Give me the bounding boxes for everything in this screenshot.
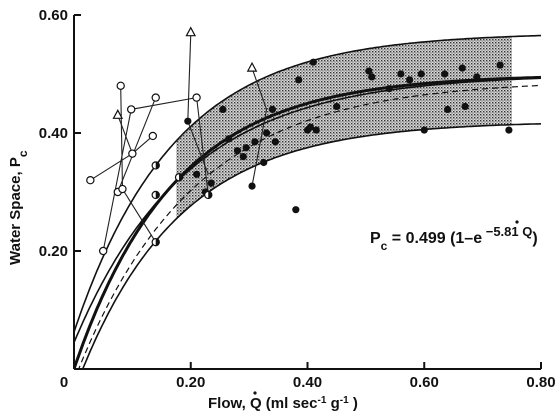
data-point-filled: [251, 138, 259, 146]
data-point-half-filled: [204, 190, 213, 200]
connecting-line: [117, 97, 157, 193]
data-point-filled: [192, 170, 201, 178]
shaded-confidence-band: [176, 36, 512, 219]
data-point-filled: [295, 76, 303, 84]
data-point-open: [127, 105, 136, 114]
x-tick-label: 0.40: [293, 374, 322, 391]
data-point-open: [118, 184, 127, 194]
x-axis-variable-dot: [253, 391, 257, 395]
data-point-filled: [461, 102, 469, 111]
x-axis-label: Flow, Q (ml sec-1 g-1 ): [208, 395, 358, 413]
fitted-curve-main: [74, 75, 541, 369]
data-point-filled: [312, 126, 320, 134]
y-tick-label: 0.60: [39, 7, 68, 24]
data-point-filled: [233, 147, 242, 155]
data-point-filled: [417, 70, 425, 78]
data-point-filled: [444, 105, 452, 113]
y-tick-label: 0.40: [39, 125, 68, 142]
data-point-filled: [365, 67, 373, 75]
data-point-open: [116, 81, 125, 91]
data-point-filled: [333, 102, 341, 111]
data-point-filled: [406, 76, 414, 84]
ticks: 0 0.20 0.40 0.60 0.80 0.20 0.40 0.60: [39, 7, 555, 391]
connecting-line: [117, 115, 133, 154]
data-point-filled: [184, 117, 192, 125]
data-point-filled: [473, 73, 481, 81]
data-point-filled: [385, 85, 393, 93]
stippled-band-area: [176, 36, 512, 219]
data-point-open: [98, 246, 108, 256]
data-point-filled: [306, 123, 315, 131]
x-tick-label: 0.60: [410, 374, 439, 391]
x-tick-label: 0.20: [176, 374, 205, 391]
data-point-filled: [441, 70, 449, 78]
data-point-open: [192, 93, 201, 102]
data-point-open: [86, 175, 95, 185]
data-point-triangle: [246, 61, 258, 72]
data-point-filled: [260, 158, 268, 167]
data-point-filled: [292, 206, 300, 214]
x-tick-label: 0: [60, 374, 68, 391]
fitted-curve-dashed: [78, 84, 541, 369]
connecting-line: [251, 67, 268, 187]
data-point-filled: [271, 138, 279, 146]
x-tick-label: 0.80: [526, 374, 555, 391]
data-point-triangle: [185, 26, 197, 37]
y-axis-label: Water Space, Pc: [7, 150, 30, 265]
fitted-curve-thin: [74, 34, 541, 333]
x-axis-variable: Q: [250, 395, 262, 412]
fit-equation: Pc = 0.499 (1–e −5.81 Q): [370, 224, 538, 254]
data-point-open: [148, 131, 158, 141]
data-point-filled: [268, 105, 277, 113]
data-point-filled: [248, 182, 256, 190]
data-point-half-filled: [151, 190, 160, 200]
fitted-curve-thin: [74, 77, 541, 343]
data-point-filled: [458, 64, 466, 72]
data-point-filled: [420, 126, 428, 134]
data-point-filled: [239, 153, 247, 161]
data-point-filled: [207, 179, 215, 187]
connecting-line: [102, 96, 209, 252]
data-point-filled: [368, 73, 376, 81]
fitted-curves: [74, 34, 541, 369]
data-point-filled: [397, 70, 405, 78]
data-point-filled: [242, 144, 250, 152]
data-point-filled: [505, 126, 513, 134]
data-point-triangle: [112, 109, 124, 119]
data-point-half-filled: [151, 161, 160, 170]
y-tick-label: 0.20: [39, 243, 68, 260]
data-points: [86, 26, 513, 256]
data-point-filled: [225, 135, 233, 143]
equation-variable-dot: [515, 220, 519, 224]
data-point-filled: [496, 61, 504, 69]
fitted-curve-thin: [81, 123, 541, 369]
data-point-open: [128, 149, 137, 158]
data-point-filled: [309, 58, 317, 66]
data-point-filled: [263, 129, 271, 137]
data-point-filled: [219, 105, 227, 113]
data-point-open: [151, 93, 160, 102]
data-point-half-filled: [174, 173, 184, 182]
data-point-half-filled: [151, 237, 160, 247]
